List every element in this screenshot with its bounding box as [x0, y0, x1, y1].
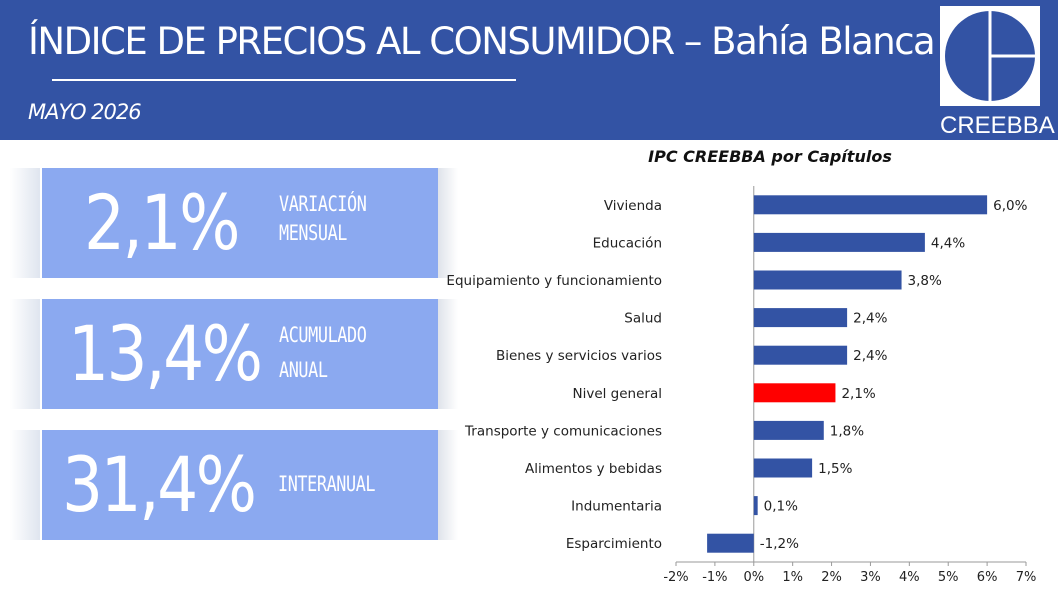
category-label: Indumentaria	[571, 499, 662, 515]
bar	[753, 496, 758, 516]
category-label: Alimentos y bebidas	[525, 461, 662, 477]
bar	[753, 383, 836, 403]
bar	[753, 458, 813, 478]
x-tick-label: 0%	[743, 570, 764, 585]
stat-card-shadow	[10, 430, 40, 540]
category-label: Educación	[593, 235, 662, 251]
data-label: 2,4%	[853, 311, 887, 327]
data-label: 2,4%	[853, 348, 887, 364]
stat-card-shadow	[10, 299, 40, 409]
period-subtitle: MAYO 2026	[28, 100, 142, 124]
logo-text: CREEBBA	[940, 112, 1055, 139]
x-tick-label: -1%	[702, 570, 727, 585]
stat-card-monthly: 2,1% VARIACIÓN MENSUAL	[42, 168, 438, 278]
x-tick-label: 7%	[1016, 570, 1037, 585]
data-label: 3,8%	[908, 273, 942, 289]
data-label: 2,1%	[841, 386, 875, 402]
stat-value: 13,4%	[68, 309, 263, 398]
stat-value: 2,1%	[84, 178, 240, 267]
stat-value: 31,4%	[62, 440, 257, 529]
stat-card-accumulated: 13,4% ACUMULADO ANUAL	[42, 299, 438, 409]
x-tick-label: 2%	[821, 570, 842, 585]
bar	[707, 533, 754, 553]
stat-card-shadow	[10, 168, 40, 278]
stat-card-fade	[438, 430, 458, 540]
creebba-logo: CREEBBA	[940, 6, 1055, 140]
stat-label-line1: INTERANUAL	[278, 472, 376, 496]
category-label: Transporte y comunicaciones	[464, 423, 662, 439]
x-tick-label: 1%	[782, 570, 803, 585]
bar	[753, 270, 902, 290]
data-label: 1,5%	[818, 461, 852, 477]
logo-emblem-icon	[940, 6, 1040, 106]
data-label: 1,8%	[830, 423, 864, 439]
x-tick-label: -2%	[663, 570, 688, 585]
stat-card-fade	[438, 299, 458, 409]
stat-label-line1: VARIACIÓN	[279, 192, 367, 216]
stat-label-line2: ANUAL	[279, 358, 328, 382]
chart-title: IPC CREEBBA por Capítulos	[648, 147, 892, 166]
x-tick-label: 3%	[860, 570, 881, 585]
category-label: Esparcimiento	[566, 536, 662, 552]
bar	[753, 232, 925, 252]
bar	[753, 345, 848, 365]
stat-card-interannual: 31,4% INTERANUAL	[42, 430, 438, 540]
x-tick-label: 4%	[899, 570, 920, 585]
category-label: Equipamiento y funcionamiento	[446, 273, 662, 289]
stat-card-fade	[438, 168, 458, 278]
category-label: Salud	[624, 311, 662, 327]
page-title: ÍNDICE DE PRECIOS AL CONSUMIDOR – Bahía …	[28, 20, 936, 63]
data-label: -1,2%	[760, 536, 799, 552]
stat-label-line1: ACUMULADO	[279, 323, 367, 347]
category-label: Nivel general	[573, 386, 663, 402]
x-tick-label: 6%	[977, 570, 998, 585]
data-label: 0,1%	[764, 499, 798, 515]
category-label: Bienes y servicios varios	[496, 348, 662, 364]
data-label: 6,0%	[993, 198, 1027, 214]
title-underline	[52, 79, 516, 81]
data-label: 4,4%	[931, 235, 965, 251]
header-banner: ÍNDICE DE PRECIOS AL CONSUMIDOR – Bahía …	[0, 0, 1058, 140]
bar	[753, 420, 824, 440]
bar	[753, 308, 848, 328]
category-label: Vivienda	[604, 198, 662, 214]
bar	[753, 195, 988, 215]
stat-label-line2: MENSUAL	[279, 221, 348, 245]
bar-chart: -2% -1% 0% 1% 2% 3% 4% 5% 6% 7% Vivienda 6,0% Educac…	[446, 186, 1037, 585]
x-tick-label: 5%	[938, 570, 959, 585]
